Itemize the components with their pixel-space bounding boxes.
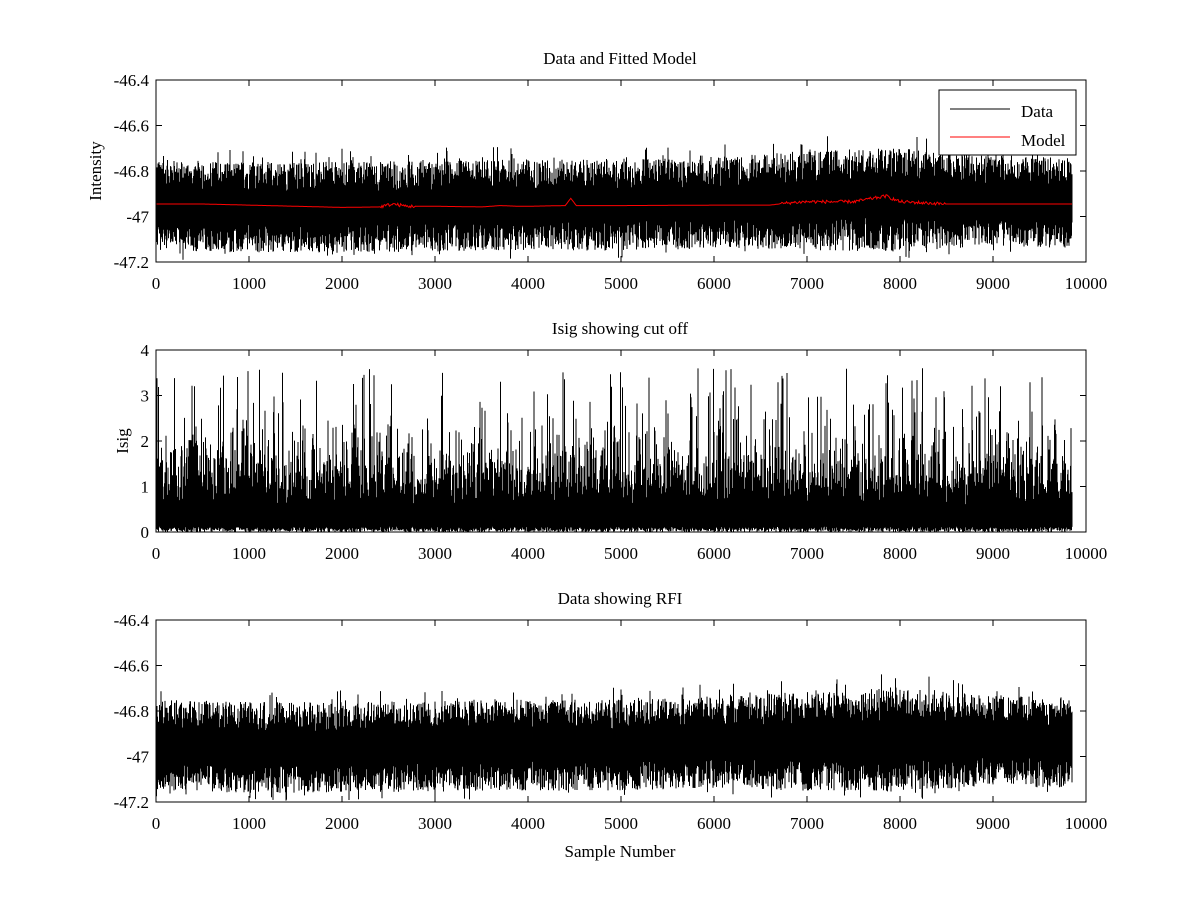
x-tick-label: 6000 — [697, 274, 731, 293]
x-tick-label: 1000 — [232, 544, 266, 563]
panel-data-rfi: Data showing RFI 0 1000 2000 3000 4000 5000 60… — [114, 589, 1108, 861]
panel-1-legend: Data Model — [938, 89, 1077, 156]
x-tick-label: 3000 — [418, 544, 452, 563]
x-tick-label: 6000 — [697, 814, 731, 833]
x-tick-label: 4000 — [511, 274, 545, 293]
x-tick-label: 10000 — [1065, 274, 1108, 293]
panel-2-title: Isig showing cut off — [552, 319, 688, 338]
panel-2-ylabel: Isig — [113, 428, 132, 454]
y-tick-label: 4 — [141, 341, 150, 360]
x-tick-label: 9000 — [976, 814, 1010, 833]
x-tick-label: 9000 — [976, 544, 1010, 563]
x-tick-label: 4000 — [511, 814, 545, 833]
y-tick-label: -46.8 — [114, 702, 149, 721]
x-tick-label: 7000 — [790, 544, 824, 563]
x-tick-label: 2000 — [325, 274, 359, 293]
y-tick-label: -47.2 — [114, 793, 149, 812]
y-tick-label: -47.2 — [114, 253, 149, 272]
x-tick-label: 6000 — [697, 544, 731, 563]
y-tick-label: -47 — [126, 208, 149, 227]
series-line-model — [156, 194, 1072, 209]
x-tick-label: 5000 — [604, 274, 638, 293]
y-tick-label: -46.4 — [114, 71, 150, 90]
panel-data-fitted-model: Data and Fitted Model Intensity 0 1000 200… — [86, 49, 1107, 293]
panel-1-ylabel: Intensity — [86, 141, 105, 201]
y-tick-label: 1 — [141, 478, 150, 497]
x-tick-label: 5000 — [604, 544, 638, 563]
x-tick-label: 2000 — [325, 544, 359, 563]
x-tick-label: 0 — [152, 814, 161, 833]
x-tick-label: 10000 — [1065, 544, 1108, 563]
x-tick-label: 7000 — [790, 274, 824, 293]
x-tick-label: 3000 — [418, 814, 452, 833]
y-tick-label: -46.4 — [114, 611, 150, 630]
panel-isig: Isig showing cut off Isig 0 1000 2000 3000 4… — [113, 319, 1107, 563]
legend-label-model: Model — [1021, 131, 1066, 150]
panel-3-ticks: 0 1000 2000 3000 4000 5000 6000 7000 8000 9000 100… — [114, 611, 1108, 833]
x-tick-label: 5000 — [604, 814, 638, 833]
y-tick-label: -46.6 — [114, 117, 149, 136]
panel-2-ticks: 0 1000 2000 3000 4000 5000 6000 7000 8000 9000 100… — [141, 341, 1108, 563]
y-tick-label: -46.6 — [114, 657, 149, 676]
x-tick-label: 2000 — [325, 814, 359, 833]
x-tick-label: 8000 — [883, 274, 917, 293]
panel-3-title: Data showing RFI — [558, 589, 683, 608]
legend-label-data: Data — [1021, 102, 1054, 121]
x-tick-label: 8000 — [883, 814, 917, 833]
x-tick-label: 0 — [152, 544, 161, 563]
x-tick-label: 7000 — [790, 814, 824, 833]
x-tick-label: 1000 — [232, 814, 266, 833]
x-tick-label: 4000 — [511, 544, 545, 563]
x-tick-label: 0 — [152, 274, 161, 293]
panel-1-ticks: 0 1000 2000 3000 4000 5000 6000 7000 8000 9000 100… — [114, 71, 1108, 293]
y-tick-label: -47 — [126, 748, 149, 767]
x-tick-label: 8000 — [883, 544, 917, 563]
panel-3-xlabel: Sample Number — [565, 842, 676, 861]
legend-box — [938, 89, 1077, 156]
y-tick-label: 2 — [141, 432, 150, 451]
panel-1-title: Data and Fitted Model — [543, 49, 697, 68]
x-tick-label: 9000 — [976, 274, 1010, 293]
y-tick-label: -46.8 — [114, 162, 149, 181]
x-tick-label: 10000 — [1065, 814, 1108, 833]
y-tick-label: 3 — [141, 387, 150, 406]
x-tick-label: 1000 — [232, 274, 266, 293]
y-tick-label: 0 — [141, 523, 150, 542]
x-tick-label: 3000 — [418, 274, 452, 293]
